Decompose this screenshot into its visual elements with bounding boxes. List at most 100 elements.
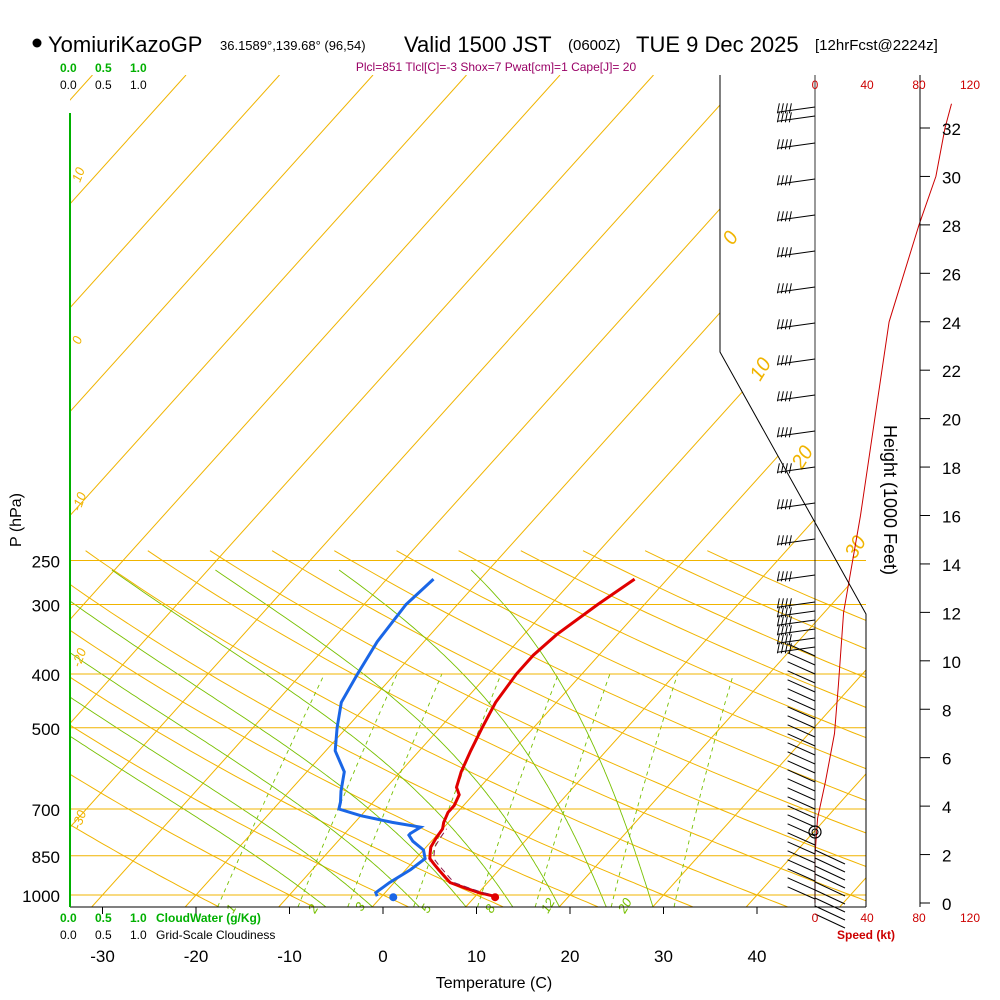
isotherm-label: -30 — [69, 808, 90, 832]
wind-barb — [787, 652, 816, 666]
cloudiness-bottom-tick: 1.0 — [130, 928, 147, 942]
wind-barb-flag — [780, 634, 784, 645]
mixing-ratio-line — [673, 673, 734, 907]
wind-barb — [777, 619, 816, 626]
wind-barb — [777, 646, 816, 653]
wind-barb-flag — [776, 535, 780, 546]
wind-barb — [777, 178, 816, 185]
wind-barb-flag — [788, 463, 792, 474]
wind-barb-flag — [780, 211, 784, 222]
wind-barb-flag — [788, 535, 792, 546]
isotherm-label: -10 — [69, 490, 90, 514]
wind-barb — [777, 322, 816, 329]
dry-adiabat-line — [334, 550, 866, 907]
wind-barb-flag — [788, 283, 792, 294]
wind-barb — [787, 796, 816, 810]
speed-top-tick: 120 — [960, 78, 980, 92]
wind-barb — [777, 286, 816, 293]
dry-adiabat-line — [70, 550, 219, 907]
stability-indices: Plcl=851 Tlcl[C]=-3 Shox=7 Pwat[cm]=1 Ca… — [356, 60, 637, 74]
wind-barb-flag — [788, 247, 792, 258]
surface-temperature-marker — [491, 893, 500, 902]
dry-adiabat-line — [520, 550, 866, 907]
valid-date: TUE 9 Dec 2025 — [636, 32, 799, 57]
x-axis-title: Temperature (C) — [436, 975, 552, 992]
wind-barb-flag — [776, 463, 780, 474]
wind-barb-low — [814, 865, 846, 881]
mixing-ratio-line — [217, 673, 325, 907]
mixing-ratio-line — [534, 673, 611, 907]
wind-barb-flag — [776, 634, 780, 645]
wind-barb-low — [814, 905, 846, 921]
wind-barb — [777, 502, 816, 509]
wind-barb — [787, 859, 816, 873]
wind-barb — [787, 661, 816, 675]
height-tick-label: 20 — [942, 411, 961, 430]
speed-label: Speed (kt) — [837, 928, 895, 942]
wind-barb — [787, 778, 816, 792]
wind-barb — [787, 670, 816, 684]
wind-barb-flag — [784, 571, 788, 582]
isotherm-line — [70, 75, 187, 907]
wind-barb — [787, 850, 816, 864]
wind-barb — [777, 115, 816, 122]
dry-adiabat-line — [271, 550, 866, 907]
wind-barb-flag — [784, 535, 788, 546]
wind-barb-flag — [788, 112, 792, 123]
wind-barb-flag — [788, 175, 792, 186]
speed-bottom-tick: 40 — [860, 911, 874, 925]
wind-barb — [787, 868, 816, 882]
dry-adiabat-line — [147, 550, 866, 907]
isotherm-line — [70, 75, 374, 907]
pressure-tick-label: 500 — [32, 720, 60, 739]
wind-barb-flag — [776, 598, 780, 609]
wind-barb-low — [814, 881, 846, 897]
wind-barb — [777, 358, 816, 365]
height-tick-label: 28 — [942, 217, 961, 236]
dry-adiabat-line — [70, 550, 409, 907]
wind-barb-low — [814, 913, 846, 929]
wind-barb — [777, 601, 816, 608]
wind-barb-flag — [784, 427, 788, 438]
mixing-ratio-line — [413, 673, 502, 907]
y-axis-title: P (hPa) — [8, 493, 25, 547]
wind-barb — [787, 877, 816, 891]
wind-barb — [787, 733, 816, 747]
wind-barb-flag — [776, 625, 780, 636]
wind-barb-flag — [788, 607, 792, 618]
dry-adiabat-line — [70, 550, 504, 907]
moist-adiabat-line — [70, 569, 420, 907]
wind-barb-low — [814, 897, 846, 913]
wind-barb-flag — [780, 571, 784, 582]
wind-barb — [787, 787, 816, 801]
moist-adiabat-line — [470, 569, 654, 907]
dry-adiabat-line — [209, 550, 866, 907]
wind-barb — [777, 394, 816, 401]
wind-barb-flag — [788, 598, 792, 609]
x-tick-label: -20 — [184, 947, 209, 966]
cloudwater-top-tick: 1.0 — [130, 61, 147, 75]
wind-barb-flag — [788, 211, 792, 222]
wind-barb-low — [814, 857, 846, 873]
wind-barb — [777, 637, 816, 644]
moist-adiabat-line — [70, 569, 326, 907]
wind-barb-flag — [776, 391, 780, 402]
wind-barb — [787, 769, 816, 783]
wind-barb-flag — [784, 499, 788, 510]
wind-barb — [787, 643, 816, 657]
wind-barb-flag — [788, 139, 792, 150]
wind-barb-flag — [784, 319, 788, 330]
isotherm-line — [70, 75, 467, 907]
wind-barb-flag — [780, 427, 784, 438]
station-dot-icon — [32, 38, 42, 48]
wind-barb — [777, 610, 816, 617]
isotherm-line — [558, 75, 866, 907]
wind-barb-flag — [784, 463, 788, 474]
wind-barb-flag — [784, 607, 788, 618]
isotherm-line — [70, 75, 280, 907]
speed-top-tick: 0 — [812, 78, 819, 92]
wind-barb — [787, 841, 816, 855]
isotherm-line — [91, 75, 841, 907]
x-tick-label: 0 — [378, 947, 387, 966]
wind-barb-flag — [780, 139, 784, 150]
